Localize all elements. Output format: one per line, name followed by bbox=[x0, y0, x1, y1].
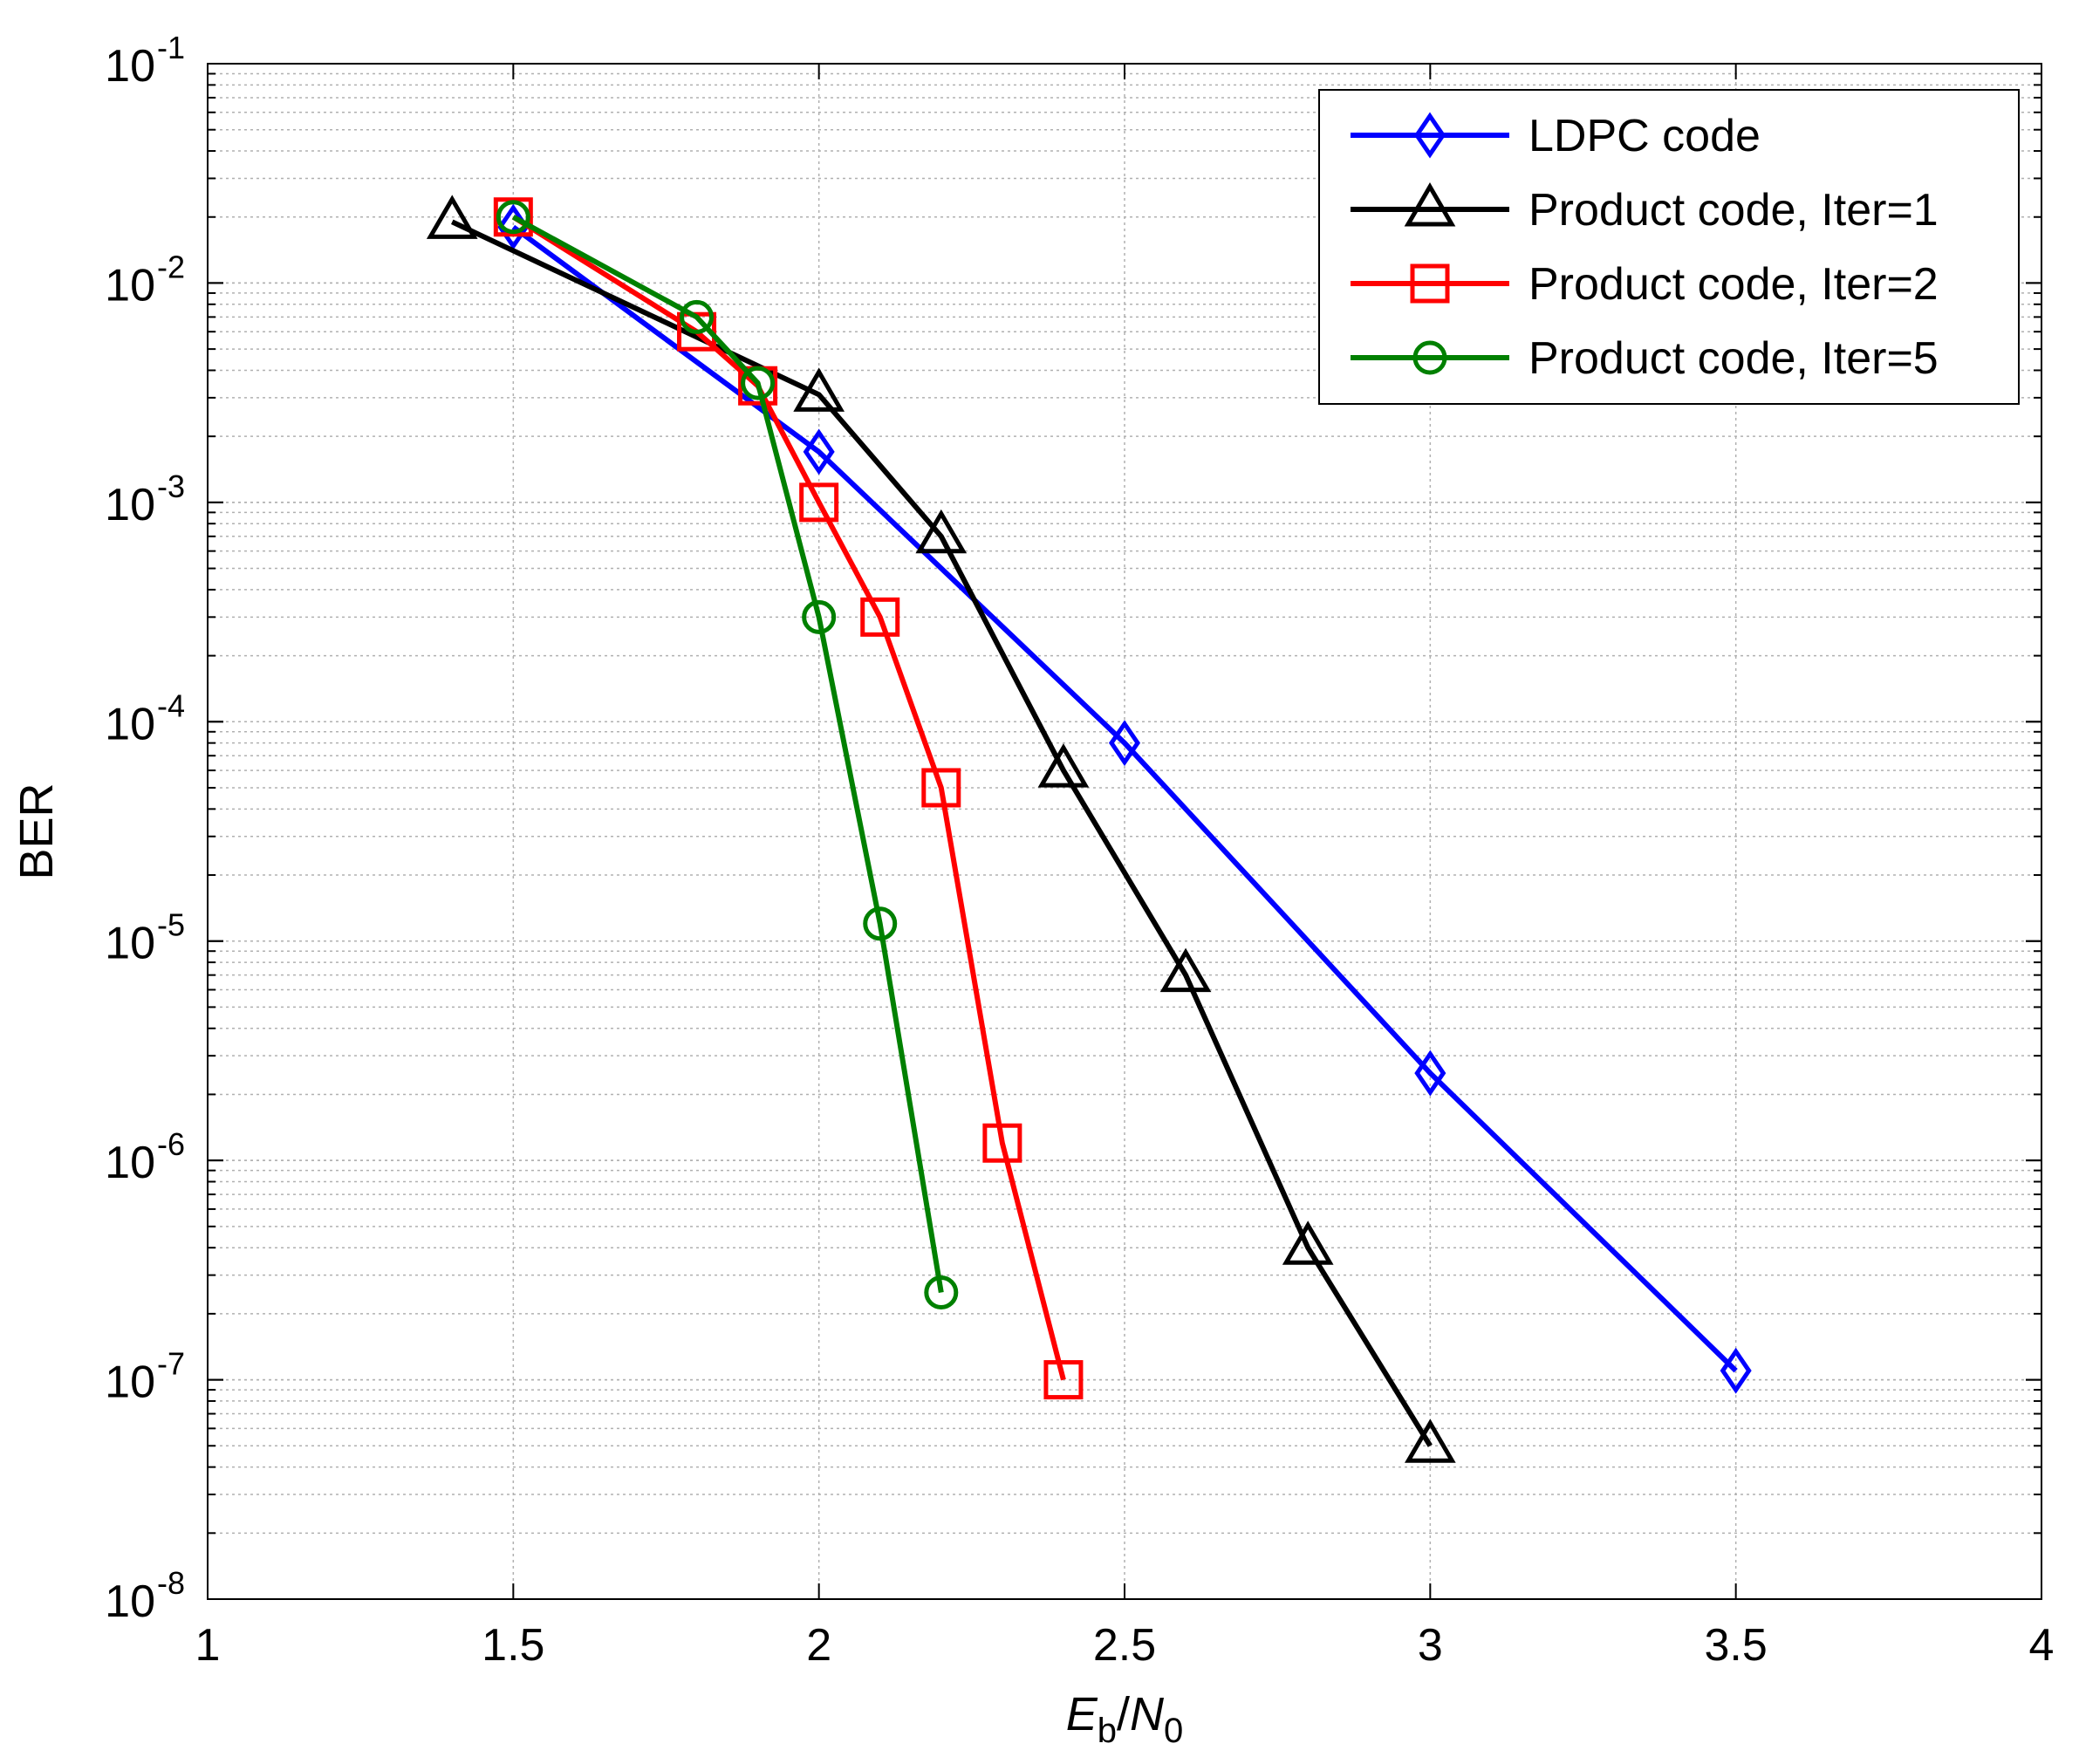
y-tick-label-exponent: -4 bbox=[157, 687, 185, 723]
series-2 bbox=[493, 197, 1084, 1400]
legend: LDPC code Product code, Iter=1 Product cod… bbox=[1318, 89, 2020, 405]
data-point-marker bbox=[1720, 1347, 1752, 1394]
x-tick-label: 4 bbox=[2029, 1620, 2055, 1671]
y-tick-label: 10 bbox=[105, 919, 155, 969]
legend-label: LDPC code bbox=[1528, 111, 1761, 161]
data-point-marker bbox=[426, 195, 478, 239]
legend-swatch-marker bbox=[1412, 340, 1447, 375]
data-point-marker bbox=[863, 906, 898, 941]
series-3 bbox=[496, 200, 959, 1310]
legend-swatch-marker bbox=[1413, 112, 1446, 159]
data-point-marker bbox=[1404, 1419, 1456, 1463]
y-tick-label: 10 bbox=[105, 41, 155, 92]
data-point-marker bbox=[921, 768, 961, 808]
x-tick-label: 2.5 bbox=[1093, 1620, 1156, 1671]
x-tick-label: 2 bbox=[806, 1620, 831, 1671]
x-axis-tick-labels: 1 1.5 2 2.5 3 3.5 4 bbox=[195, 1620, 2055, 1671]
y-tick-label: 10 bbox=[105, 260, 155, 311]
y-axis-label: BER bbox=[10, 783, 63, 879]
y-tick-label-exponent: -1 bbox=[157, 30, 185, 65]
data-point-marker bbox=[741, 366, 776, 400]
series-line bbox=[511, 215, 1066, 1381]
y-tick-label-exponent: -3 bbox=[157, 468, 185, 504]
y-tick-label: 10 bbox=[105, 1576, 155, 1627]
data-point-marker bbox=[924, 1275, 959, 1310]
y-tick-label: 10 bbox=[105, 1138, 155, 1188]
data-point-marker bbox=[1043, 1360, 1084, 1400]
data-point-marker bbox=[493, 197, 533, 237]
data-point-marker bbox=[1282, 1220, 1334, 1265]
data-point-marker bbox=[803, 428, 835, 475]
data-point-marker bbox=[982, 1123, 1022, 1163]
x-tick-label: 3.5 bbox=[1705, 1620, 1768, 1671]
series-line bbox=[450, 219, 1433, 1447]
legend-label: Product code, Iter=2 bbox=[1528, 259, 1939, 310]
y-tick-label-exponent: -6 bbox=[157, 1126, 185, 1162]
axis-ticks bbox=[207, 63, 2042, 1600]
series-line bbox=[511, 215, 944, 1294]
x-tick-label: 1.5 bbox=[482, 1620, 544, 1671]
data-point-marker bbox=[496, 200, 530, 235]
x-tick-label: 1 bbox=[195, 1620, 221, 1671]
x-axis-label: Eb/N0 bbox=[1066, 1688, 1184, 1750]
y-tick-label-exponent: -8 bbox=[157, 1565, 185, 1601]
data-point-marker bbox=[802, 599, 837, 634]
legend-swatch-marker bbox=[1410, 263, 1450, 304]
data-point-marker bbox=[1159, 947, 1212, 993]
y-tick-label: 10 bbox=[105, 1357, 155, 1408]
data-point-marker bbox=[915, 509, 968, 554]
series-line bbox=[511, 224, 1738, 1373]
y-tick-label-exponent: -5 bbox=[157, 907, 185, 943]
y-tick-label: 10 bbox=[105, 699, 155, 749]
grid bbox=[207, 63, 2042, 1600]
y-tick-label-exponent: -7 bbox=[157, 1346, 185, 1382]
data-point-marker bbox=[1037, 743, 1090, 788]
legend-item: LDPC code bbox=[1351, 111, 1761, 161]
series-1 bbox=[426, 195, 1456, 1463]
x-tick-label: 3 bbox=[1418, 1620, 1443, 1671]
legend-label: Product code, Iter=5 bbox=[1528, 333, 1939, 384]
legend-item: Product code, Iter=2 bbox=[1351, 259, 1939, 310]
y-tick-label: 10 bbox=[105, 480, 155, 530]
data-point-marker bbox=[1108, 720, 1141, 767]
data-point-marker bbox=[1414, 1050, 1446, 1097]
data-point-marker bbox=[799, 482, 839, 523]
legend-swatch-marker bbox=[1404, 182, 1456, 227]
legend-item: Product code, Iter=1 bbox=[1351, 182, 1939, 236]
data-point-marker bbox=[860, 597, 900, 637]
legend-label: Product code, Iter=1 bbox=[1528, 185, 1939, 236]
series-layer bbox=[426, 195, 1752, 1463]
data-point-marker bbox=[793, 367, 845, 412]
y-tick-label-exponent: -2 bbox=[157, 249, 185, 284]
legend-item: Product code, Iter=5 bbox=[1351, 333, 1939, 384]
data-point-marker bbox=[680, 299, 715, 334]
y-axis-tick-labels: 10-110-210-310-410-510-610-710-8 bbox=[105, 30, 185, 1627]
